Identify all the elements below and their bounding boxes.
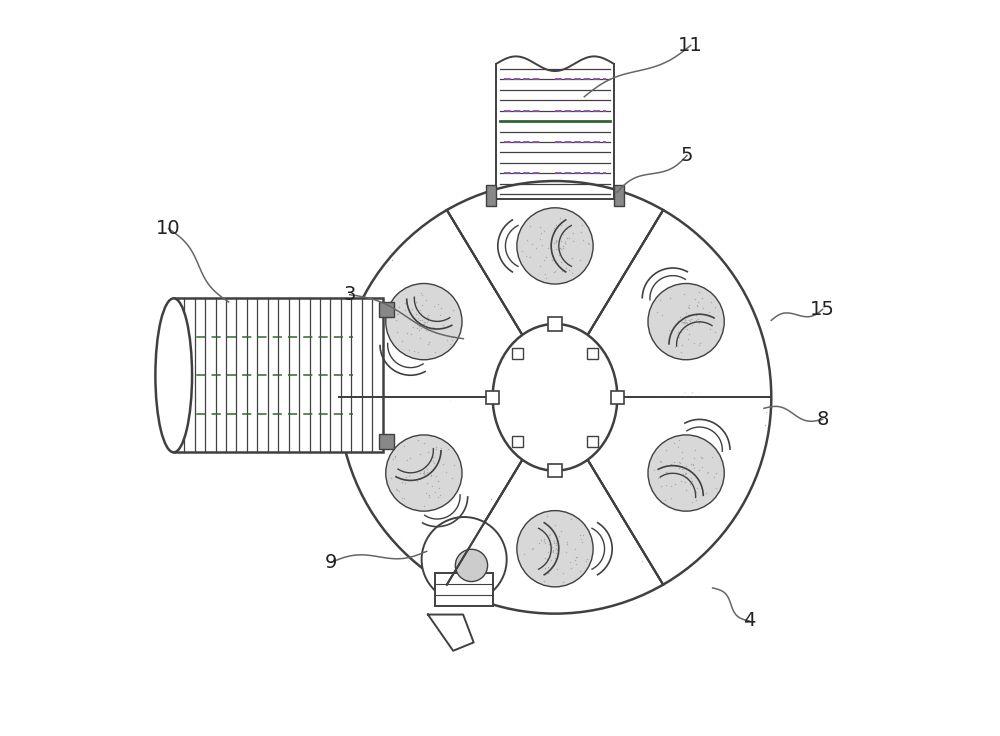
Bar xyxy=(379,434,394,449)
Text: 5: 5 xyxy=(681,146,693,165)
Bar xyxy=(435,573,493,606)
Text: 9: 9 xyxy=(325,553,338,572)
Wedge shape xyxy=(572,398,767,577)
Wedge shape xyxy=(343,218,538,396)
Wedge shape xyxy=(343,398,538,577)
Wedge shape xyxy=(342,397,539,582)
FancyBboxPatch shape xyxy=(587,436,598,447)
Wedge shape xyxy=(448,184,662,370)
Text: 8: 8 xyxy=(816,410,829,429)
Circle shape xyxy=(386,283,462,360)
FancyBboxPatch shape xyxy=(611,391,624,404)
Text: 11: 11 xyxy=(678,36,703,55)
Bar xyxy=(486,185,496,205)
Circle shape xyxy=(455,549,488,581)
Circle shape xyxy=(648,283,724,360)
Ellipse shape xyxy=(155,298,192,453)
Bar xyxy=(174,298,383,453)
Text: 10: 10 xyxy=(156,219,181,238)
Ellipse shape xyxy=(493,324,617,470)
FancyBboxPatch shape xyxy=(548,317,562,330)
FancyBboxPatch shape xyxy=(486,391,499,404)
Circle shape xyxy=(648,435,724,512)
FancyBboxPatch shape xyxy=(512,348,523,358)
Wedge shape xyxy=(572,218,767,396)
Text: 3: 3 xyxy=(344,285,356,304)
Wedge shape xyxy=(571,213,768,397)
Wedge shape xyxy=(455,185,655,369)
Circle shape xyxy=(386,435,462,512)
Wedge shape xyxy=(342,213,539,397)
Circle shape xyxy=(517,208,593,284)
Bar xyxy=(614,185,624,205)
Wedge shape xyxy=(571,397,768,582)
Circle shape xyxy=(517,511,593,587)
FancyBboxPatch shape xyxy=(587,348,598,358)
Circle shape xyxy=(422,517,507,602)
Text: 15: 15 xyxy=(810,300,835,319)
Wedge shape xyxy=(448,425,662,610)
Wedge shape xyxy=(455,425,655,609)
Text: 4: 4 xyxy=(743,612,755,631)
Bar xyxy=(379,302,394,316)
FancyBboxPatch shape xyxy=(548,464,562,477)
FancyBboxPatch shape xyxy=(512,436,523,447)
Circle shape xyxy=(339,181,771,614)
